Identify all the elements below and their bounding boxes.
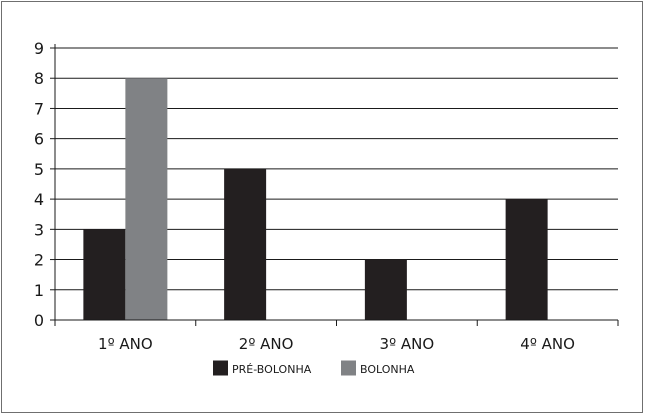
axes — [54, 44, 619, 326]
y-tick-label: 9 — [34, 39, 44, 58]
y-tick-label: 3 — [34, 220, 44, 239]
bars — [83, 78, 548, 320]
y-tick-label: 8 — [34, 69, 44, 88]
bar-pre-bolonha-4 — [505, 199, 548, 320]
x-category-label: 3º ANO — [380, 335, 435, 353]
y-tick-label: 6 — [34, 130, 44, 149]
bar-pre-bolonha-3 — [364, 259, 407, 320]
x-category-label: 2º ANO — [239, 335, 294, 353]
bar-pre-bolonha-1 — [83, 229, 126, 320]
x-category-label: 4º ANO — [520, 335, 575, 353]
legend-label: PRÉ-BOLONHA — [232, 363, 312, 376]
bar-pre-bolonha-2 — [224, 168, 267, 320]
x-axis-labels: 1º ANO 2º ANO 3º ANO 4º ANO — [98, 335, 575, 353]
y-tick-label: 0 — [34, 311, 44, 330]
y-tick-label: 2 — [34, 251, 44, 270]
legend-swatch — [213, 360, 228, 376]
legend-swatch — [341, 360, 356, 376]
y-tick-label: 4 — [34, 190, 44, 209]
y-tick-label: 7 — [34, 99, 44, 118]
legend-label: BOLONHA — [360, 363, 415, 376]
bar-bolonha-1 — [125, 78, 168, 320]
x-category-label: 1º ANO — [98, 335, 153, 353]
y-tick-label: 5 — [34, 160, 44, 179]
y-axis-ticks: 0 1 2 3 4 5 6 7 8 9 — [34, 39, 55, 330]
legend: PRÉ-BOLONHA BOLONHA — [213, 360, 415, 376]
y-tick-label: 1 — [34, 281, 44, 300]
